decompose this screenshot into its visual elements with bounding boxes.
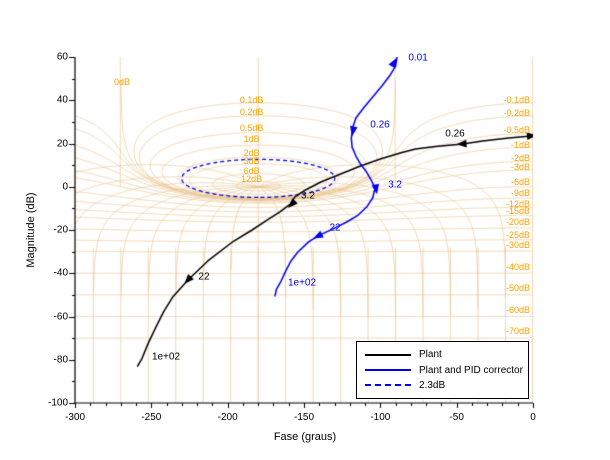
legend-box: Plant Plant and PID corrector 2.3dB xyxy=(356,341,529,399)
legend-entry-plant: Plant xyxy=(365,349,520,360)
legend-line-sample-plant xyxy=(365,353,411,356)
x-axis-title: Fase (graus) xyxy=(273,431,337,443)
legend-label-plant: Plant xyxy=(419,349,442,361)
legend-entry-plant-pid: Plant and PID corrector xyxy=(365,364,523,376)
legend-label-contour: 2.3dB xyxy=(419,379,446,391)
legend-line-sample-plant-pid xyxy=(365,369,411,371)
y-axis-title: Magnitude (dB) xyxy=(25,192,37,268)
legend-entry-contour: 2.3dB xyxy=(365,380,520,391)
legend-label-plant-pid: Plant and PID corrector xyxy=(419,364,523,376)
legend-line-sample-contour xyxy=(365,384,411,387)
